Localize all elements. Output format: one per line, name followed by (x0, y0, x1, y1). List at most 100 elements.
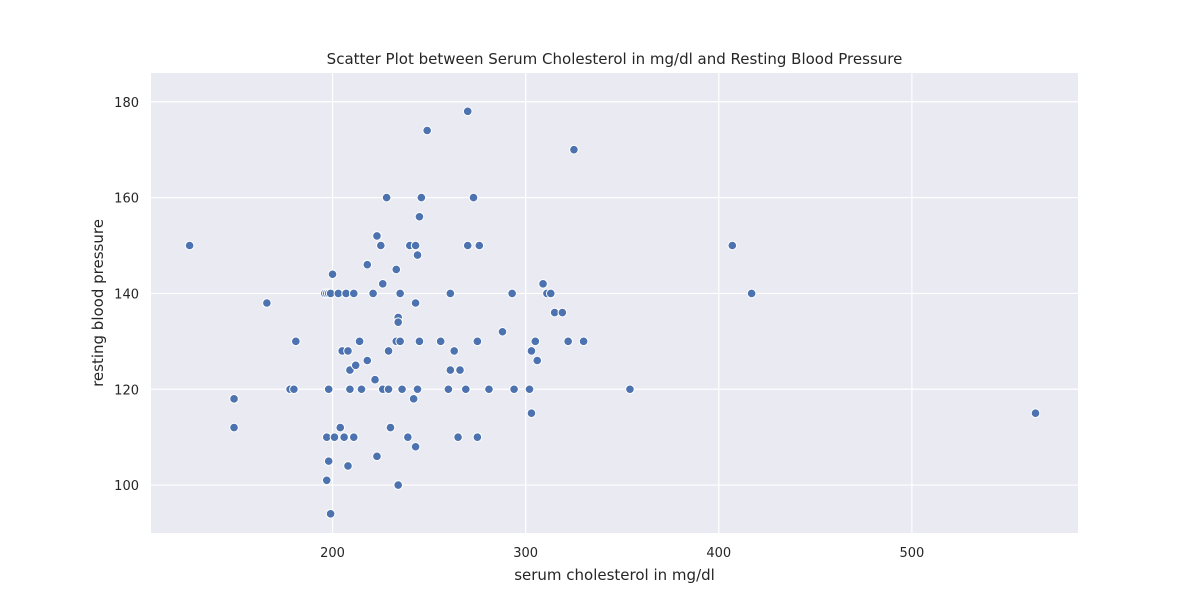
data-point (422, 125, 432, 136)
data-point (727, 240, 738, 251)
data-point (412, 384, 423, 395)
data-point (410, 441, 421, 452)
data-point (372, 451, 382, 462)
y-tick-label: 120 (114, 383, 139, 398)
data-point (343, 461, 353, 471)
x-tick-label: 500 (899, 546, 924, 561)
data-point (1030, 408, 1041, 419)
data-point (462, 106, 473, 117)
data-point (372, 231, 382, 241)
data-point (445, 365, 456, 375)
data-point (348, 288, 359, 299)
data-point (323, 384, 334, 395)
x-tick-label: 300 (513, 546, 538, 561)
y-axis-label: resting blood pressure (89, 219, 107, 387)
data-point (327, 269, 338, 280)
data-point (472, 336, 483, 347)
data-point (395, 336, 405, 347)
data-point (569, 144, 579, 155)
data-point (460, 384, 471, 395)
data-point (362, 355, 373, 366)
y-tick-label: 100 (114, 479, 139, 494)
data-point (385, 422, 396, 433)
data-point (526, 346, 537, 356)
data-point (453, 432, 463, 442)
data-point (414, 336, 425, 347)
data-point (472, 432, 483, 442)
data-point (395, 288, 405, 299)
x-axis-label: serum cholesterol in mg/dl (514, 566, 715, 584)
data-point (416, 192, 427, 203)
data-point (545, 288, 556, 299)
data-point (625, 384, 635, 395)
grid (151, 73, 1078, 533)
data-point (403, 432, 413, 442)
data-point (445, 288, 456, 299)
chart-title: Scatter Plot between Serum Cholesterol i… (327, 50, 903, 68)
data-point (291, 336, 301, 347)
data-point (468, 192, 479, 203)
data-point (393, 480, 404, 490)
data-point (538, 279, 548, 289)
data-point (339, 432, 349, 442)
plot-background (151, 73, 1078, 533)
data-point (435, 336, 446, 347)
data-point (524, 384, 535, 395)
data-point (462, 240, 473, 251)
data-point (443, 384, 454, 395)
data-point (410, 298, 421, 308)
data-point (376, 240, 386, 251)
y-tick-label: 160 (114, 192, 139, 207)
data-point (348, 432, 359, 442)
data-point (345, 384, 355, 395)
data-point (497, 326, 508, 337)
data-point (321, 475, 332, 486)
data-point (449, 346, 460, 356)
tick-labels: 200 300 400 500 100 120 140 160 180 (114, 96, 924, 561)
data-point (289, 384, 299, 395)
data-points (184, 106, 1041, 519)
data-point (578, 336, 589, 347)
data-point (325, 509, 336, 519)
data-point (377, 279, 388, 289)
data-point (362, 259, 373, 270)
data-point (383, 384, 394, 395)
data-point (350, 360, 361, 371)
data-point (393, 317, 404, 327)
data-point (370, 374, 380, 385)
data-point (484, 384, 494, 395)
x-tick-label: 400 (706, 546, 731, 561)
data-point (229, 422, 239, 433)
data-point (557, 307, 568, 318)
data-point (410, 240, 421, 251)
data-point (354, 336, 365, 347)
data-point (383, 346, 394, 356)
data-point (530, 336, 541, 347)
data-point (455, 365, 465, 375)
data-point (507, 288, 517, 299)
data-point (184, 240, 195, 251)
data-point (474, 240, 485, 251)
y-tick-label: 180 (114, 96, 139, 111)
data-point (532, 355, 543, 366)
data-point (335, 422, 346, 433)
data-point (391, 264, 402, 275)
data-point (509, 384, 519, 395)
data-point (412, 250, 423, 260)
data-point (323, 456, 334, 466)
data-point (262, 298, 272, 308)
y-tick-label: 140 (114, 287, 139, 302)
data-point (381, 192, 392, 203)
data-point (408, 394, 419, 404)
data-point (329, 432, 340, 442)
data-point (343, 346, 353, 356)
data-point (414, 211, 425, 222)
data-point (397, 384, 407, 395)
x-tick-label: 200 (320, 546, 345, 561)
data-point (368, 288, 378, 299)
data-point (746, 288, 757, 299)
data-point (229, 394, 239, 404)
data-point (526, 408, 537, 419)
data-point (356, 384, 367, 395)
